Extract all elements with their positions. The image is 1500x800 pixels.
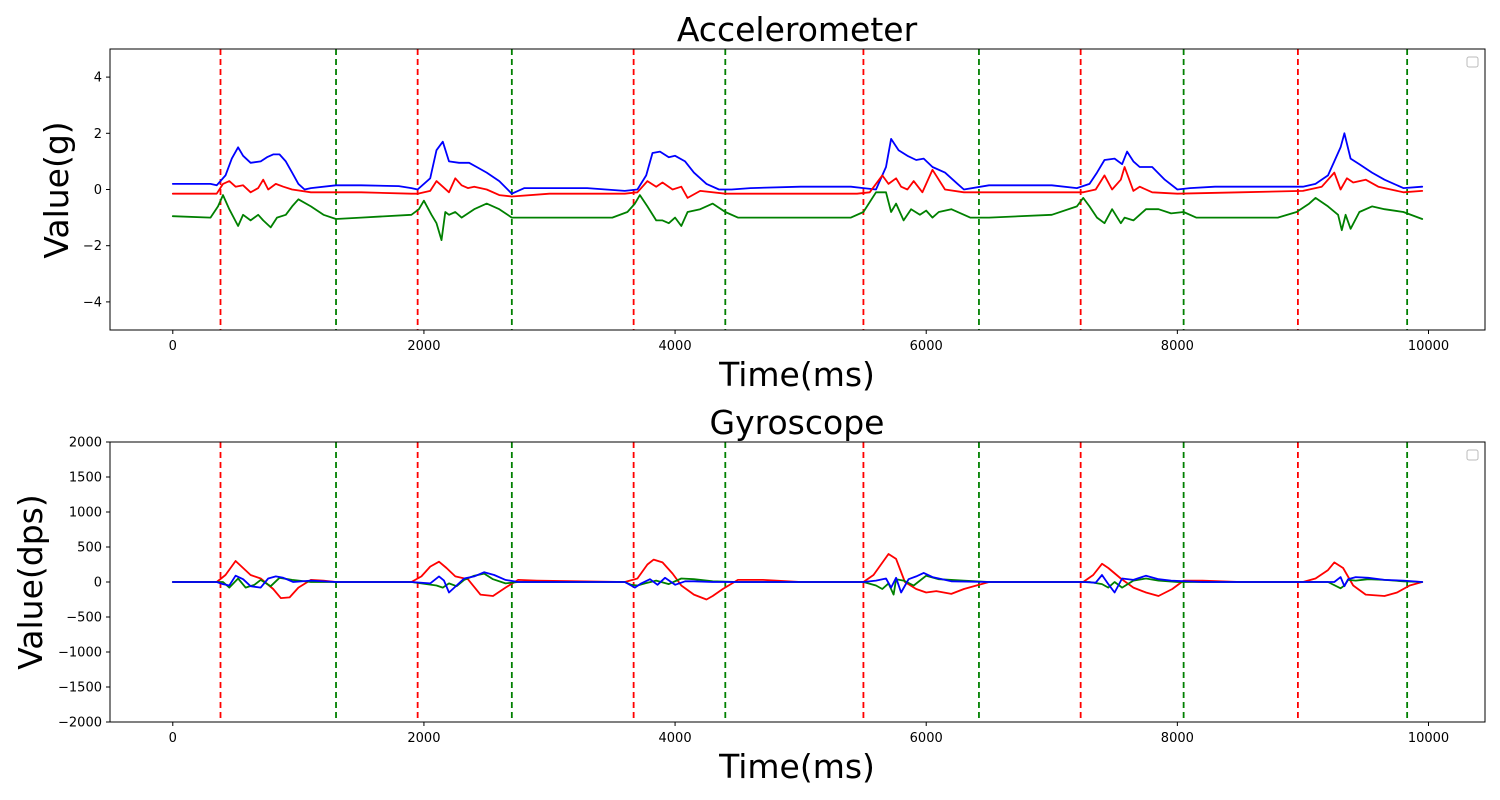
accelerometer-series-line-2 (171, 166, 1424, 199)
accelerometer-title: Accelerometer (677, 10, 918, 49)
gyroscope-y-tick-label: −2000 (58, 716, 102, 731)
gyroscope-y-tick-label: 500 (77, 541, 102, 556)
gyroscope-y-tick-label: −1500 (58, 681, 102, 696)
gyroscope-x-tick-label: 2000 (407, 731, 440, 746)
gyroscope-x-axis-label: Time(ms) (718, 747, 875, 786)
gyroscope-y-tick-label: 2000 (69, 436, 102, 451)
accelerometer-x-tick-label: 0 (169, 339, 177, 354)
gyroscope-y-tick-label: 1500 (69, 471, 102, 486)
accelerometer-x-tick-label: 4000 (659, 339, 692, 354)
gyroscope-x-tick-label: 10000 (1408, 731, 1449, 746)
accelerometer-y-tick-label: 2 (94, 127, 102, 142)
accelerometer-y-tick-label: −4 (83, 295, 102, 310)
gyroscope-x-tick-label: 0 (169, 731, 177, 746)
accelerometer-y-tick-label: −2 (83, 239, 102, 254)
gyroscope-series-line-3 (171, 571, 1424, 594)
gyroscope-plot-area (171, 442, 1424, 722)
gyroscope-y-tick-label: −1000 (58, 646, 102, 661)
accelerometer-x-tick-label: 8000 (1161, 339, 1194, 354)
accelerometer-x-tick-label: 10000 (1408, 339, 1449, 354)
gyroscope-y-tick-label: 1000 (69, 506, 102, 521)
gyroscope-panel: Gyroscope 0 2000 4000 6000 8000 10000−2000−15… (11, 403, 1486, 786)
accelerometer-x-tick-label: 2000 (407, 339, 440, 354)
gyroscope-x-tick-label: 8000 (1161, 731, 1194, 746)
accelerometer-series-line-3 (171, 191, 1424, 242)
accelerometer-series-line-1 (171, 132, 1424, 195)
accelerometer-ticks: 0 2000 4000 6000 8000 10000 −4 −2 0 2 4 (83, 71, 1449, 354)
gyroscope-y-axis-label: Value(dps) (11, 494, 50, 669)
gyroscope-ticks: 0 2000 4000 6000 8000 10000−2000−1500−1000−50… (58, 436, 1449, 747)
accelerometer-y-axis-label: Value(g) (37, 121, 76, 258)
gyroscope-legend-box (1466, 449, 1479, 461)
gyroscope-x-tick-label: 4000 (659, 731, 692, 746)
accelerometer-panel: Accelerometer 0 2000 4000 6000 8000 10000 −4 −2… (37, 10, 1486, 394)
gyroscope-title: Gyroscope (710, 403, 885, 442)
accelerometer-x-axis-label: Time(ms) (718, 355, 875, 394)
gyroscope-x-tick-label: 6000 (910, 731, 943, 746)
accelerometer-y-tick-label: 0 (94, 183, 102, 198)
gyroscope-y-tick-label: 0 (94, 576, 102, 591)
accelerometer-legend-box (1466, 56, 1479, 68)
accelerometer-y-tick-label: 4 (94, 71, 102, 86)
accelerometer-x-tick-label: 6000 (910, 339, 943, 354)
accelerometer-plot-area (171, 49, 1424, 330)
gyroscope-y-tick-label: −500 (66, 611, 102, 626)
